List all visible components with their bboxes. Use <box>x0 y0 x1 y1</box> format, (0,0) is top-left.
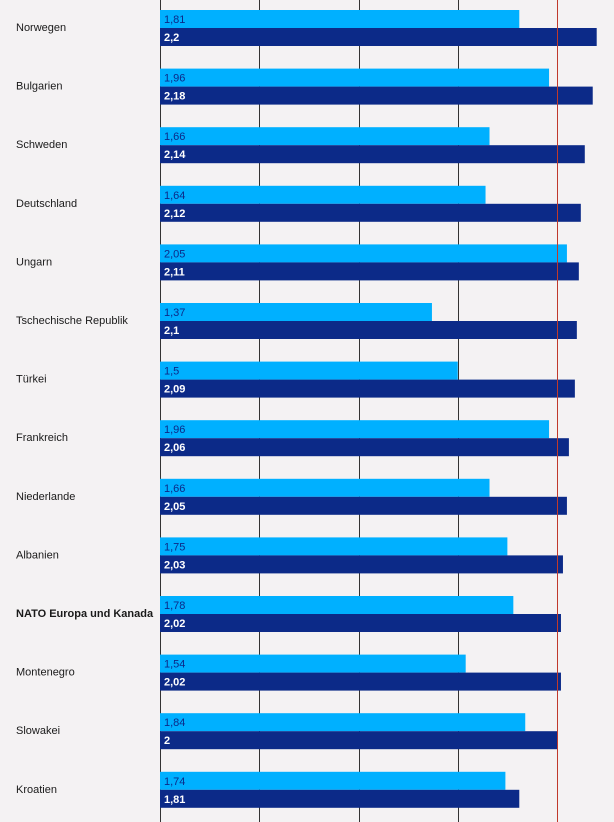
bar <box>160 420 550 439</box>
bar <box>160 789 520 808</box>
bar <box>160 10 520 28</box>
bar <box>160 731 557 750</box>
data-label: 1,81 <box>164 794 185 806</box>
bar <box>160 86 593 105</box>
bar <box>160 614 561 632</box>
data-label: 2,03 <box>164 559 185 571</box>
category-label: NATO Europa und Kanada <box>16 608 154 620</box>
category-label: Schweden <box>16 139 67 151</box>
bar <box>160 321 577 339</box>
data-label: 1,66 <box>164 131 185 143</box>
data-label: 2,2 <box>164 32 179 44</box>
category-label: Niederlande <box>16 491 75 503</box>
bar <box>160 28 597 46</box>
data-label: 1,81 <box>164 14 185 26</box>
category-label: Frankreich <box>16 432 68 444</box>
data-label: 1,54 <box>164 659 185 671</box>
data-label: 2,05 <box>164 501 185 513</box>
category-label: Bulgarien <box>16 81 62 93</box>
bar <box>160 262 579 281</box>
data-label: 2,09 <box>164 384 185 396</box>
bar <box>160 438 569 457</box>
data-label: 2,02 <box>164 618 185 630</box>
bar <box>160 596 514 614</box>
bar <box>160 496 567 515</box>
data-label: 2,06 <box>164 442 185 454</box>
data-label: 2,18 <box>164 91 185 103</box>
data-label: 2,12 <box>164 208 185 220</box>
bar <box>160 303 432 321</box>
bar <box>160 361 458 380</box>
data-label: 1,75 <box>164 541 185 553</box>
bar <box>160 244 567 263</box>
data-label: 2 <box>164 735 170 747</box>
bar <box>160 771 506 790</box>
bar <box>160 537 508 556</box>
bar <box>160 68 550 87</box>
data-label: 2,11 <box>164 266 185 278</box>
category-label: Türkei <box>16 374 47 386</box>
data-label: 1,5 <box>164 366 179 378</box>
category-label: Ungarn <box>16 256 52 268</box>
bar <box>160 713 526 732</box>
bar <box>160 379 575 398</box>
data-label: 1,66 <box>164 483 185 495</box>
category-label: Tschechische Republik <box>16 315 128 327</box>
data-label: 1,96 <box>164 424 185 436</box>
category-label: Montenegro <box>16 667 75 679</box>
bar <box>160 672 561 691</box>
bar <box>160 654 466 673</box>
data-label: 1,84 <box>164 717 185 729</box>
category-label: Deutschland <box>16 198 77 210</box>
data-label: 1,96 <box>164 73 185 85</box>
bar <box>160 127 490 146</box>
category-label: Albanien <box>16 549 59 561</box>
bar <box>160 185 486 204</box>
data-label: 1,74 <box>164 776 185 788</box>
data-label: 1,64 <box>164 190 185 202</box>
category-label: Slowakei <box>16 725 60 737</box>
bar <box>160 555 563 574</box>
data-label: 1,37 <box>164 307 185 319</box>
data-label: 2,1 <box>164 325 179 337</box>
bar <box>160 145 585 164</box>
category-label: Norwegen <box>16 22 66 34</box>
bar <box>160 203 581 222</box>
category-label: Kroatien <box>16 784 57 796</box>
data-label: 2,02 <box>164 677 185 689</box>
data-label: 1,78 <box>164 600 185 612</box>
bar <box>160 478 490 497</box>
data-label: 2,14 <box>164 149 186 161</box>
data-label: 2,05 <box>164 248 185 260</box>
